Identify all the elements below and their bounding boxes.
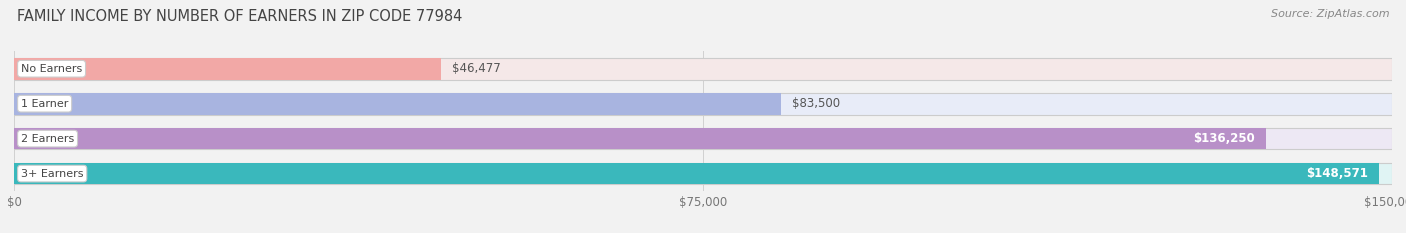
Bar: [14, 58, 1392, 80]
Text: No Earners: No Earners: [21, 64, 82, 74]
Bar: [14, 93, 1392, 115]
Text: 1 Earner: 1 Earner: [21, 99, 69, 109]
Text: 2 Earners: 2 Earners: [21, 134, 75, 144]
Bar: [14, 93, 782, 115]
Text: 3+ Earners: 3+ Earners: [21, 169, 83, 178]
Text: $83,500: $83,500: [792, 97, 841, 110]
Text: $148,571: $148,571: [1306, 167, 1368, 180]
Bar: [14, 163, 1379, 185]
Text: $46,477: $46,477: [451, 62, 501, 75]
Text: $136,250: $136,250: [1192, 132, 1254, 145]
Bar: [14, 128, 1265, 150]
Text: Source: ZipAtlas.com: Source: ZipAtlas.com: [1271, 9, 1389, 19]
Bar: [14, 128, 1392, 150]
Bar: [14, 163, 1392, 185]
Text: FAMILY INCOME BY NUMBER OF EARNERS IN ZIP CODE 77984: FAMILY INCOME BY NUMBER OF EARNERS IN ZI…: [17, 9, 463, 24]
Bar: [14, 58, 441, 80]
